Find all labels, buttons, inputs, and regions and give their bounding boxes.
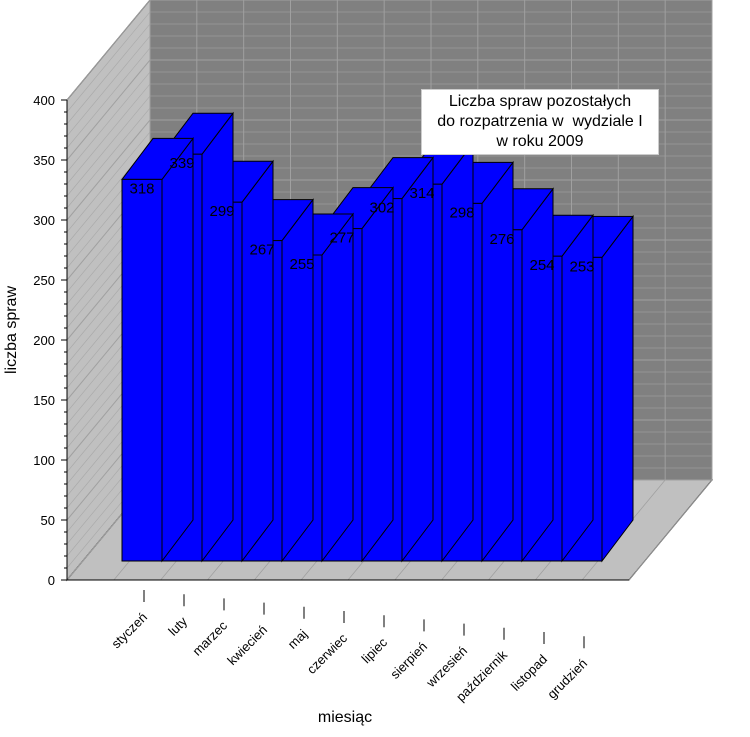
bars <box>120 111 635 563</box>
x-tick-label: sierpień <box>387 639 430 682</box>
bar-side <box>161 136 194 563</box>
bar-value-label: 298 <box>449 204 474 221</box>
bar-value-label: 314 <box>409 185 434 202</box>
bar-value-label: 302 <box>369 200 394 217</box>
y-tick-label: 300 <box>33 213 55 228</box>
bar-value-label: 253 <box>569 258 594 275</box>
chart-title: Liczba spraw pozostałych do rozpatrzenia… <box>421 89 659 155</box>
x-tick-label: czerwiec <box>304 630 351 677</box>
bar-value-label: 318 <box>129 180 154 197</box>
bar-side <box>201 111 234 563</box>
y-tick-label: 350 <box>33 153 55 168</box>
data-labels: 253 254 276 298 314 302 277 255 267 299 339 318 <box>129 155 594 275</box>
bar-side <box>241 159 274 563</box>
y-tick-label: 50 <box>41 513 55 528</box>
bar-value-label: 339 <box>169 155 194 172</box>
bar-value-label: 276 <box>489 231 514 248</box>
y-tick-label: 0 <box>48 573 55 588</box>
x-tick-label: lipiec <box>359 634 391 666</box>
gridline-major <box>66 0 712 101</box>
bar-value-label: 267 <box>249 242 274 259</box>
bar-side <box>401 156 434 563</box>
x-tick-label: grudzień <box>544 656 590 702</box>
y-axis: 0 50 100 150 200 250 300 350 400 <box>33 93 68 588</box>
bar-value-label: 255 <box>289 256 314 273</box>
chart-title-line-1: Liczba spraw pozostałych <box>448 93 632 110</box>
bar-side <box>281 198 314 563</box>
x-axis-title: miesiąc <box>318 709 372 726</box>
bar-value-label: 254 <box>529 257 554 274</box>
bar-value-label: 299 <box>209 203 234 220</box>
y-tick-label: 150 <box>33 393 55 408</box>
bar-value-label: 277 <box>329 230 354 247</box>
x-tick-label: luty <box>165 613 190 638</box>
y-tick-label: 400 <box>33 93 55 108</box>
y-axis-title: liczba spraw <box>3 286 20 374</box>
bar-side <box>601 214 634 563</box>
bar <box>121 178 163 562</box>
y-tick-label: 250 <box>33 273 55 288</box>
bar-side <box>521 187 554 563</box>
chart-title-line-2: do rozpatrzenia w wydziale I <box>437 113 643 130</box>
bar-side <box>481 160 514 563</box>
bar-side <box>361 186 394 563</box>
floor-line <box>628 479 713 581</box>
x-tick-label: maj <box>285 626 310 651</box>
y-tick-label: 100 <box>33 453 55 468</box>
x-tick-label: kwiecień <box>224 622 270 668</box>
bar-side <box>321 212 354 563</box>
x-tick-label: listopad <box>508 652 550 694</box>
y-tick-label: 200 <box>33 333 55 348</box>
x-tick-label: marzec <box>189 618 230 659</box>
x-tick-label: styczeń <box>108 610 150 652</box>
chart-title-line-3: w roku 2009 <box>496 133 584 150</box>
